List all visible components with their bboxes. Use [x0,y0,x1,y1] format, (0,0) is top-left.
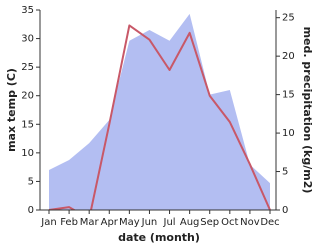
y-tick-label: 20 [21,91,34,102]
y2-tick-label: 15 [282,90,295,101]
x-tick-label: Nov [240,217,260,228]
y-tick-label: 35 [21,5,34,16]
y2-tick-label: 0 [282,205,288,216]
plot-area [48,13,271,210]
x-tick-label: Jul [163,217,176,228]
x-tick-label: May [119,217,140,228]
y-tick-label: 5 [28,176,34,187]
y-axis-label: max temp (C) [5,68,18,152]
x-tick-label: Jan [40,217,56,228]
temperature-line [48,24,271,210]
y2-tick-label: 10 [282,128,295,139]
precipitation-area [49,13,270,210]
x-tick-label: Jun [141,217,158,228]
y-tick-label: 15 [21,119,34,130]
x-tick-label: Apr [101,217,119,228]
x-tick-label: Mar [80,217,100,228]
y2-tick-label: 20 [282,51,295,62]
y2-tick-label: 25 [282,13,295,24]
y-tick-label: 10 [21,148,34,159]
x-tick-label: Dec [260,217,279,228]
chart: date (month) max temp (C) med. precipita… [5,5,314,244]
y-tick-label: 0 [28,205,34,216]
y-tick-label: 25 [21,62,34,73]
x-tick-label: Sep [200,217,219,228]
y-tick-label: 30 [21,34,34,45]
x-tick-label: Oct [221,217,238,228]
x-axis-label: date (month) [118,231,200,244]
x-tick-label: Feb [60,217,78,228]
x-tick-label: Aug [180,217,200,228]
y2-tick-label: 5 [282,167,288,178]
y2-axis-label: med. precipitation (kg/m2) [301,27,314,194]
